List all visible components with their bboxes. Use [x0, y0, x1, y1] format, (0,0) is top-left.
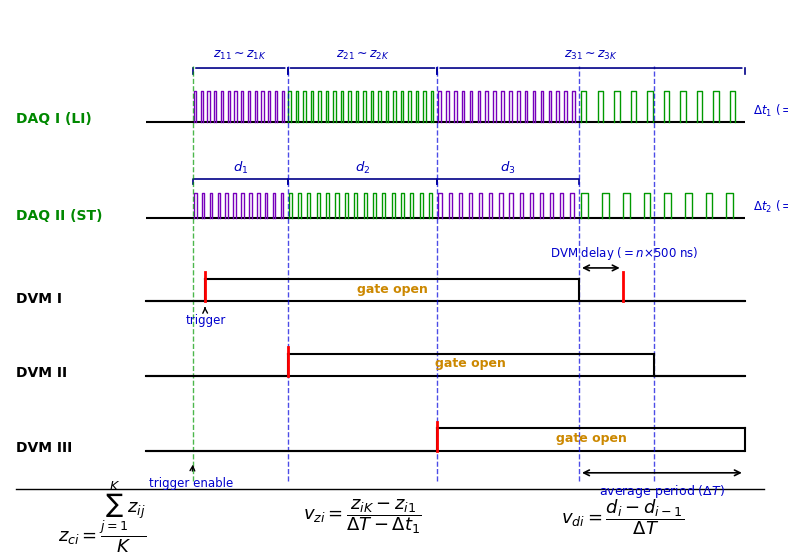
Text: gate open: gate open	[556, 432, 626, 445]
Text: DVM II: DVM II	[16, 366, 67, 380]
Text: $d_1$: $d_1$	[232, 160, 248, 176]
Text: DAQ I (LI): DAQ I (LI)	[16, 112, 91, 126]
Text: DVM delay $(=n{\times}500\ \mathrm{ns})$: DVM delay $(=n{\times}500\ \mathrm{ns})$	[550, 246, 699, 263]
Text: trigger enable: trigger enable	[150, 466, 233, 489]
Text: $z_{11}{\sim}z_{1K}$: $z_{11}{\sim}z_{1K}$	[214, 49, 267, 62]
Text: $z_{31}{\sim}z_{3K}$: $z_{31}{\sim}z_{3K}$	[564, 49, 618, 62]
Text: trigger: trigger	[185, 308, 225, 326]
Text: gate open: gate open	[436, 357, 506, 371]
Text: $v_{di} = \dfrac{d_i - d_{i-1}}{\Delta T}$: $v_{di} = \dfrac{d_i - d_{i-1}}{\Delta T…	[561, 497, 684, 537]
Text: $z_{ci} = \dfrac{\sum_{j=1}^{K} z_{ij}}{K}$: $z_{ci} = \dfrac{\sum_{j=1}^{K} z_{ij}}{…	[58, 479, 147, 553]
Text: $d_3$: $d_3$	[500, 160, 516, 176]
Text: $\Delta t_1\ (=m_1{\times}500\ \mathrm{ns})$: $\Delta t_1\ (=m_1{\times}500\ \mathrm{n…	[753, 102, 788, 119]
Text: DAQ II (ST): DAQ II (ST)	[16, 208, 102, 223]
Text: DVM III: DVM III	[16, 441, 72, 455]
Text: $d_2$: $d_2$	[355, 160, 370, 176]
Text: $z_{21}{\sim}z_{2K}$: $z_{21}{\sim}z_{2K}$	[336, 49, 389, 62]
Text: gate open: gate open	[357, 283, 427, 296]
Text: $v_{zi} = \dfrac{z_{iK} - z_{i1}}{\Delta T - \Delta t_1}$: $v_{zi} = \dfrac{z_{iK} - z_{i1}}{\Delta…	[303, 498, 422, 536]
Text: average period $(\Delta T)$: average period $(\Delta T)$	[599, 483, 725, 500]
Text: $\Delta t_2\ (=m_2{\times}500\ \mathrm{ns})$: $\Delta t_2\ (=m_2{\times}500\ \mathrm{n…	[753, 199, 788, 216]
Text: DVM I: DVM I	[16, 291, 61, 306]
